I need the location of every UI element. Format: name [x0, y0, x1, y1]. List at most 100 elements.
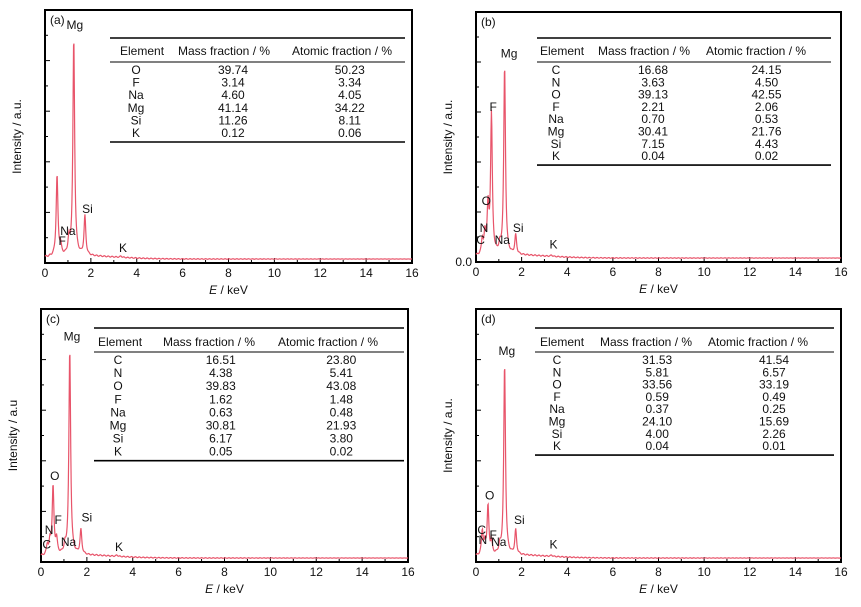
peak-label-f: F [55, 513, 62, 527]
x-tick-label: 16 [405, 266, 419, 280]
peak-label-mg: Mg [66, 18, 83, 32]
table-cell-element: O [552, 378, 561, 392]
table-cell-mass: 39.13 [638, 88, 668, 102]
peak-label-na: Na [495, 233, 511, 247]
peak-label-c: C [42, 538, 51, 552]
table-cell-element: Si [113, 432, 124, 446]
spectrum-line [40, 354, 409, 559]
x-axis-label-unit: / keV [647, 282, 678, 296]
table-cell-element: F [553, 390, 560, 404]
table-cell-element: F [552, 100, 559, 114]
table-cell-atomic: 1.48 [330, 392, 354, 406]
table-cell-atomic: 15.69 [759, 415, 789, 429]
x-tick-label: 12 [314, 266, 328, 280]
table-cell-atomic: 4.50 [755, 75, 779, 89]
x-tick-label: 2 [88, 266, 95, 280]
table-cell-mass: 0.70 [641, 112, 665, 126]
x-tick-label: 8 [655, 565, 662, 579]
y-axis-label: Intensity / a.u [6, 400, 20, 471]
peak-label-f: F [489, 100, 496, 114]
x-axis-label-unit: / keV [217, 283, 248, 297]
table-cell-atomic: 0.25 [762, 402, 786, 416]
table-cell-atomic: 34.22 [335, 101, 365, 115]
x-axis-label-symbol: E [209, 283, 218, 297]
table-cell-mass: 24.10 [642, 415, 672, 429]
table-cell-mass: 2.21 [641, 100, 665, 114]
table-cell-element: O [551, 88, 560, 102]
x-axis-label-symbol: E [639, 582, 648, 596]
x-tick-label: 0 [473, 265, 480, 279]
table-cell-mass: 33.56 [642, 378, 672, 392]
table-cell-atomic: 8.11 [339, 113, 362, 127]
table-cell-atomic: 4.43 [755, 137, 779, 151]
table-header-2: Atomic fraction / % [292, 44, 392, 58]
peak-label-mg: Mg [64, 329, 81, 343]
table-cell-mass: 30.41 [638, 125, 668, 139]
table-cell-element: N [114, 366, 123, 380]
table-cell-mass: 0.05 [209, 445, 233, 459]
panel-d: (d) 0 2 4 6 8 10 12 14 16 E / keV Intensity / a.u. C… [441, 308, 848, 596]
table-cell-element: Mg [110, 419, 127, 433]
y-axis-label: Intensity / a.u. [10, 99, 24, 174]
table-cell-atomic: 41.54 [759, 353, 789, 367]
x-tick-label: 6 [610, 265, 617, 279]
table-cell-mass: 4.38 [209, 366, 233, 380]
peak-label-c: C [477, 523, 486, 537]
peak-label-k: K [550, 538, 558, 552]
table-cell-element: C [553, 353, 562, 367]
table-cell-atomic: 0.01 [762, 439, 786, 453]
y-axis-label: Intensity / a.u. [441, 100, 455, 175]
table-cell-atomic: 5.41 [330, 366, 354, 380]
panel-b: (b) 0 2 4 6 8 10 12 14 16 0.0 E / keV Intensity / a.… [441, 11, 848, 296]
table-cell-element: F [114, 392, 121, 406]
table-cell-mass: 30.81 [206, 419, 236, 433]
table-cell-mass: 0.63 [209, 405, 233, 419]
x-axis-label: E / keV [639, 282, 678, 296]
x-tick-label: 2 [518, 565, 525, 579]
spectrum-line [475, 70, 842, 259]
table-cell-atomic: 50.23 [335, 63, 365, 77]
table-cell-mass: 7.15 [641, 137, 665, 151]
table-cell-mass: 4.60 [221, 88, 245, 102]
x-axis-label-symbol: E [639, 282, 648, 296]
table-cell-atomic: 0.53 [755, 112, 779, 126]
x-tick-label: 10 [697, 265, 711, 279]
table-cell-element: C [552, 63, 561, 77]
table-cell-atomic: 21.93 [326, 419, 356, 433]
x-tick-label: 10 [268, 266, 282, 280]
table-cell-element: Na [110, 405, 126, 419]
table-cell-atomic: 4.05 [338, 88, 362, 102]
table-cell-mass: 11.26 [218, 113, 247, 127]
panel-label: (a) [50, 13, 65, 27]
peak-label-o: O [482, 194, 491, 208]
panel-label: (c) [46, 312, 60, 326]
peak-label-n: N [480, 221, 489, 235]
table-cell-element: K [114, 445, 122, 459]
x-tick-label: 8 [221, 565, 228, 579]
x-tick-label: 16 [834, 265, 848, 279]
peak-label-o: O [50, 469, 59, 483]
y-tick-label: 0.0 [455, 255, 472, 269]
y-axis-label: Intensity / a.u. [441, 398, 455, 473]
x-axis-label-unit: / keV [213, 582, 244, 596]
table-header-0: Element [98, 335, 143, 349]
spectrum-line [44, 43, 413, 260]
table-cell-atomic: 33.19 [759, 378, 789, 392]
x-axis-label-symbol: E [205, 582, 214, 596]
table-cell-mass: 39.83 [206, 379, 236, 393]
x-tick-label: 6 [175, 565, 182, 579]
table-cell-atomic: 3.80 [330, 432, 354, 446]
x-axis-label: E / keV [209, 283, 248, 297]
table-cell-mass: 39.74 [218, 63, 248, 77]
x-tick-label: 4 [564, 565, 571, 579]
peak-label-k: K [115, 540, 123, 554]
table-cell-element: K [552, 149, 560, 163]
peak-label-na: Na [61, 535, 77, 549]
x-tick-label: 14 [789, 265, 803, 279]
table-cell-atomic: 2.06 [755, 100, 779, 114]
table-cell-atomic: 2.26 [762, 427, 786, 441]
panel-label: (d) [481, 312, 496, 326]
x-tick-label: 8 [225, 266, 232, 280]
table-cell-element: N [553, 365, 562, 379]
